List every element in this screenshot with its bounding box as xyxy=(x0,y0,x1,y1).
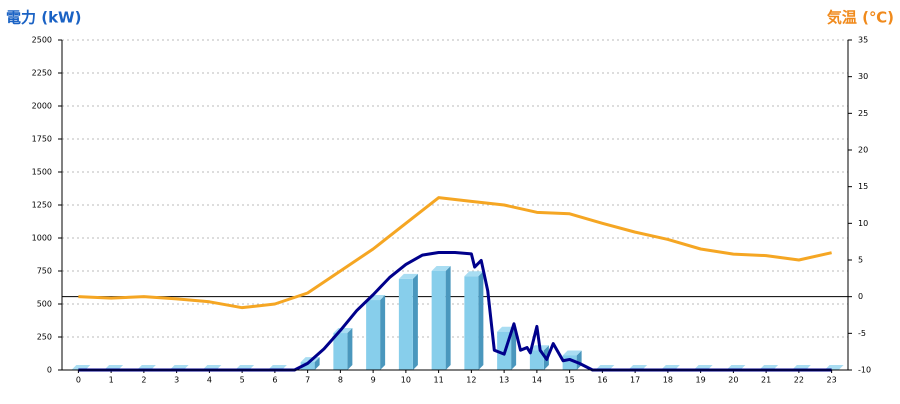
x-tick-label: 10 xyxy=(401,376,411,385)
y-tick-label: 1500 xyxy=(32,168,52,177)
x-tick-label: 13 xyxy=(499,376,509,385)
bar-front xyxy=(366,300,381,370)
x-tick-label: 15 xyxy=(565,376,575,385)
y-tick-label: 1250 xyxy=(32,201,52,210)
bar-front xyxy=(464,276,479,370)
x-tick-label: 8 xyxy=(338,376,343,385)
x-tick-label: 20 xyxy=(728,376,738,385)
bar-side xyxy=(380,295,386,370)
y2-tick-label: -10 xyxy=(858,366,871,375)
y2-tick-label: -5 xyxy=(858,329,866,338)
x-tick-label: 2 xyxy=(141,376,146,385)
bar-front xyxy=(431,271,446,370)
x-tick-label: 3 xyxy=(174,376,179,385)
line xyxy=(78,251,832,372)
y-tick-label: 2500 xyxy=(32,36,52,45)
x-tick-label: 19 xyxy=(696,376,706,385)
y2-axis-title: 気温 (℃) xyxy=(827,9,894,27)
bar xyxy=(529,345,549,370)
bar-front xyxy=(300,362,315,370)
y-tick-label: 250 xyxy=(37,333,52,342)
bar-front xyxy=(333,333,348,370)
y2-tick-label: 5 xyxy=(858,256,863,265)
bar-top xyxy=(464,271,484,277)
y-tick-label: 2250 xyxy=(32,69,52,78)
bar-side xyxy=(314,357,320,370)
x-tick-label: 7 xyxy=(305,376,310,385)
bar-top xyxy=(398,273,418,279)
bar-side xyxy=(445,266,451,370)
y-tick-label: 0 xyxy=(47,366,52,375)
x-tick-label: 4 xyxy=(207,376,212,385)
bar-top xyxy=(562,350,582,356)
bar xyxy=(464,271,484,370)
bar-side xyxy=(478,271,484,370)
bar xyxy=(366,295,386,370)
bar xyxy=(300,357,320,370)
bar-side xyxy=(511,326,517,370)
bar-top xyxy=(431,266,451,271)
y2-tick-label: 20 xyxy=(858,146,868,155)
x-tick-label: 21 xyxy=(761,376,771,385)
y2-tick-label: 25 xyxy=(858,109,868,118)
y2-tick-label: 10 xyxy=(858,219,868,228)
y-axis-title: 電力 (kW) xyxy=(6,9,81,27)
y2-tick-label: 30 xyxy=(858,72,868,81)
x-tick-label: 6 xyxy=(272,376,277,385)
y-tick-label: 1000 xyxy=(32,234,52,243)
bar xyxy=(431,266,451,370)
x-tick-label: 16 xyxy=(597,376,607,385)
y-tick-label: 2000 xyxy=(32,102,52,111)
y-tick-label: 750 xyxy=(37,267,52,276)
y2-tick-label: 0 xyxy=(858,292,863,301)
y2-tick-label: 15 xyxy=(858,182,868,191)
x-tick-label: 9 xyxy=(371,376,376,385)
x-tick-label: 14 xyxy=(532,376,542,385)
x-tick-label: 12 xyxy=(466,376,476,385)
bar-front xyxy=(529,350,544,370)
y-tick-label: 500 xyxy=(37,300,52,309)
x-tick-label: 11 xyxy=(434,376,444,385)
x-tick-label: 0 xyxy=(76,376,81,385)
line xyxy=(78,196,832,310)
x-tick-label: 22 xyxy=(794,376,804,385)
x-tick-label: 1 xyxy=(109,376,114,385)
bar-side xyxy=(412,273,418,370)
x-tick-label: 18 xyxy=(663,376,673,385)
bar-front xyxy=(398,278,413,370)
bar-side xyxy=(347,328,353,370)
y2-tick-label: 35 xyxy=(858,36,868,45)
bar xyxy=(398,273,418,370)
x-tick-label: 17 xyxy=(630,376,640,385)
x-tick-label: 23 xyxy=(827,376,837,385)
y-tick-label: 1750 xyxy=(32,135,52,144)
x-tick-label: 5 xyxy=(240,376,245,385)
